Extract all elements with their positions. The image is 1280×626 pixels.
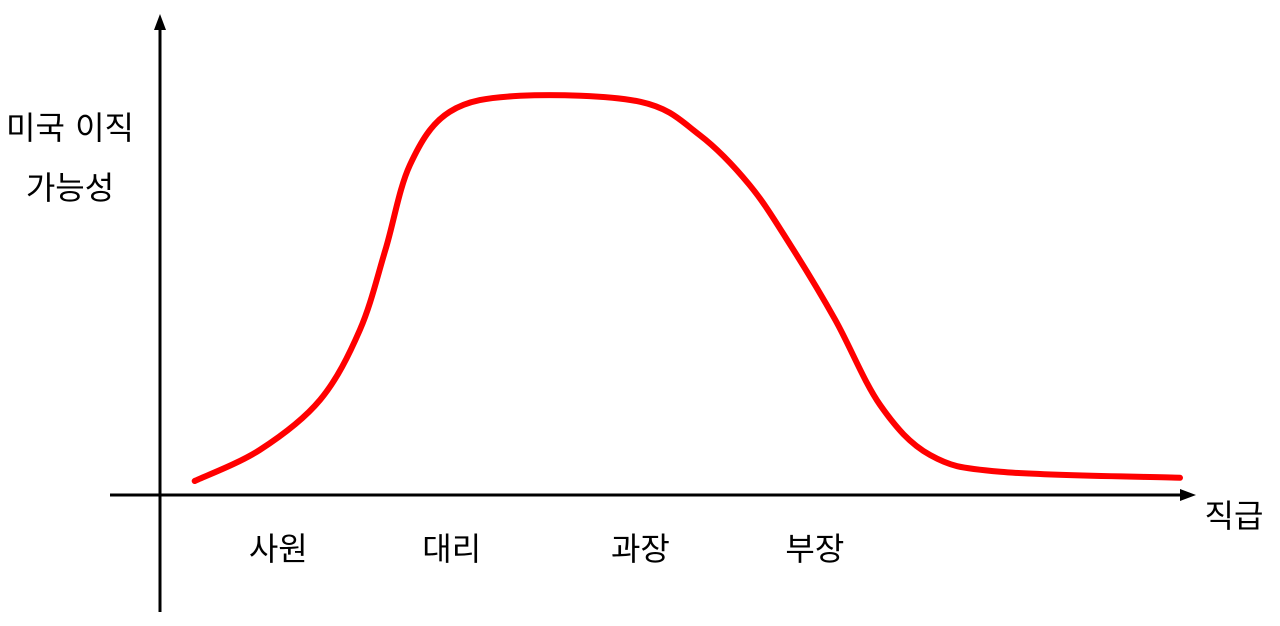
curve <box>191 92 1183 484</box>
x-axis-arrow <box>1180 489 1196 501</box>
x-tick-label: 대리 <box>422 530 481 568</box>
y-axis-arrow <box>154 14 166 30</box>
y-axis-label: 미국 이직 <box>6 109 134 147</box>
x-axis-label: 직급 <box>1205 497 1264 535</box>
x-tick-label: 사원 <box>249 530 308 568</box>
x-tick-label: 과장 <box>611 530 670 568</box>
y-axis-label: 가능성 <box>26 169 114 207</box>
x-tick-label: 부장 <box>785 530 844 568</box>
